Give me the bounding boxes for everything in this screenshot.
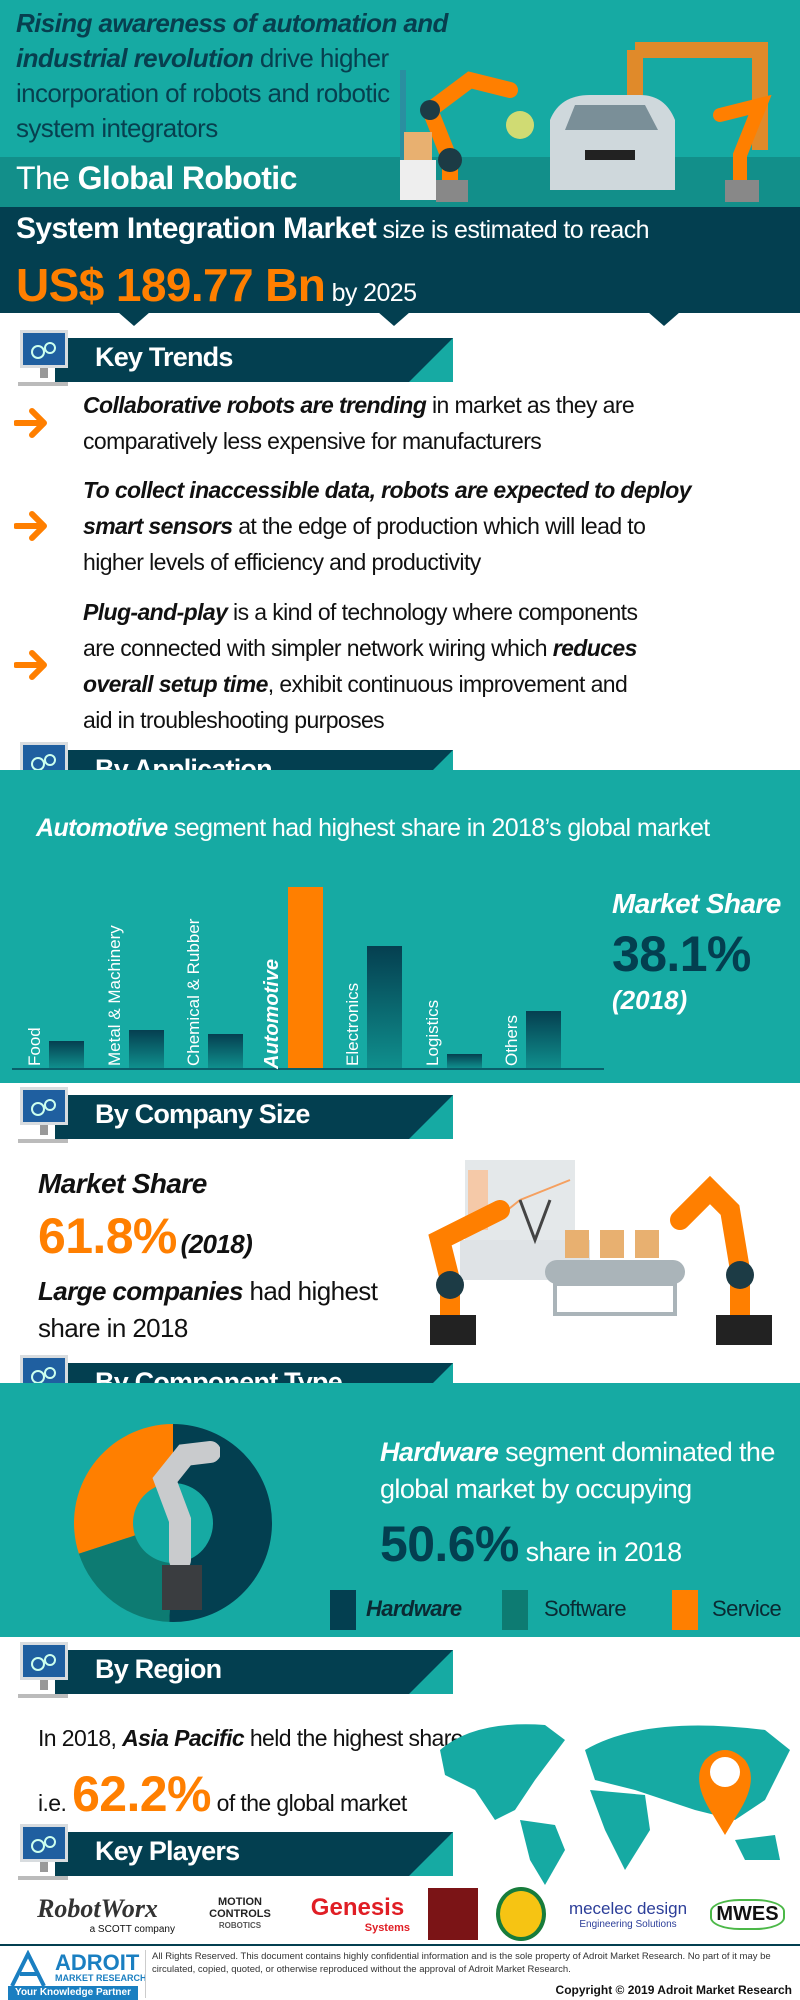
pointer-triangle (118, 312, 150, 326)
section-banner-key-trends: Key Trends (55, 338, 453, 382)
component-share: 50.6% share in 2018 (380, 1516, 682, 1572)
section-banner-by-region: By Region (55, 1650, 453, 1694)
monitor-gear-icon (18, 330, 68, 386)
arrow-right-icon (14, 511, 47, 541)
bar-electronics (367, 946, 402, 1068)
section-banner-by-company-size: By Company Size (55, 1095, 453, 1139)
title-line-1: The Global Robotic (16, 160, 297, 196)
bar-label: Chemical & Rubber (184, 918, 203, 1066)
footer-brand: ADROIT (55, 1950, 140, 1975)
logo-genesis: Genesis Systems (310, 1894, 410, 1934)
title-line-2: System Integration Market size is estima… (16, 212, 650, 245)
intro-line: Rising awareness of automation and (16, 8, 448, 38)
company-share-label: Market Share (38, 1168, 207, 1199)
region-text-line2: i.e. 62.2% of the global market (38, 1766, 407, 1822)
bar-label: Electronics (343, 982, 362, 1066)
logo-motion-controls: MOTION CONTROLS ROBOTICS (209, 1896, 271, 1930)
company-share: 61.8% (2018) (38, 1208, 253, 1264)
bar-label: Food (25, 1027, 44, 1066)
logo-emblem-seal (496, 1887, 546, 1941)
bar-label: Logistics (422, 999, 442, 1066)
company-text: Large companies had highest share in 201… (38, 1276, 378, 1343)
logo-emblem-red (428, 1888, 478, 1940)
bar-automotive (287, 887, 323, 1068)
footer-separator (145, 1950, 146, 1998)
section-title: Key Trends (95, 342, 233, 372)
intro-line: incorporation of robots and robotic (16, 78, 390, 108)
intro-line: industrial revolution drive higher (16, 43, 389, 73)
pointer-triangle (378, 312, 410, 326)
monitor-gear-icon (18, 1642, 68, 1698)
section-title: By Company Size (95, 1099, 310, 1129)
logo-mecelec: mecelec design Engineering Solutions (568, 1898, 688, 1930)
bar-others (526, 1011, 561, 1068)
application-share-label: Market Share (612, 888, 781, 919)
legend-swatch-service (672, 1590, 698, 1630)
region-text-line1: In 2018, Asia Pacific held the highest s… (38, 1725, 464, 1751)
footer-divider (0, 1944, 800, 1946)
bar-chemical-rubber (208, 1033, 243, 1068)
bar-label: Metal & Machinery (104, 925, 124, 1066)
trend-item: Collaborative robots are trending in mar… (83, 392, 635, 454)
section-title: By Region (95, 1654, 222, 1684)
logo-robotworx: RobotWorx a SCOTT company (37, 1893, 175, 1935)
factory-robots-illustration (428, 1160, 772, 1345)
chart-axis (12, 1068, 604, 1070)
monitor-gear-icon (18, 1824, 68, 1880)
bar-logistics (446, 1053, 482, 1068)
header-navy-band (0, 207, 800, 313)
legend-label-software: Software (544, 1596, 627, 1621)
footer-copyright: Copyright © 2019 Adroit Market Research (555, 1983, 792, 1997)
legend-label-service: Service (712, 1596, 782, 1621)
footer-brand-sub: MARKET RESEARCH (55, 1973, 147, 1983)
component-text: Hardware segment dominated the global ma… (380, 1437, 775, 1504)
bar-label: Others (502, 1014, 521, 1066)
bar-metal-machinery (128, 1029, 164, 1068)
section-banner-key-players: Key Players (55, 1832, 453, 1876)
adroit-logo-icon (10, 1950, 46, 1987)
trend-item: To collect inaccessible data, robots are… (83, 477, 692, 575)
robot-arm-illustration (152, 1441, 220, 1610)
legend-swatch-software (502, 1590, 528, 1630)
pointer-triangle (648, 312, 680, 326)
arrow-right-icon (14, 408, 47, 438)
footer-disclaimer: All Rights Reserved. This document conta… (152, 1951, 771, 1975)
application-headline: Automotive segment had highest share in … (36, 814, 710, 842)
bar-label: Automotive (260, 959, 283, 1069)
legend-label-hardware: Hardware (366, 1596, 462, 1621)
bar-food (49, 1040, 84, 1068)
world-map-illustration (440, 1724, 790, 1885)
monitor-gear-icon (18, 1087, 68, 1143)
trend-item: Plug-and-play is a kind of technology wh… (83, 599, 638, 733)
application-share-value: 38.1% (612, 926, 751, 982)
legend-swatch-hardware (330, 1590, 356, 1630)
application-share-year: (2018) (612, 985, 688, 1015)
donut-slice-software (78, 1535, 172, 1622)
section-title: Key Players (95, 1836, 240, 1866)
intro-line: system integrators (16, 113, 218, 143)
footer-tagline: Your Knowledge Partner (8, 1986, 138, 2000)
robot-assembly-illustration (400, 42, 772, 202)
logo-mwes: MWES (705, 1890, 790, 1938)
arrow-right-icon (14, 650, 47, 680)
market-value: US$ 189.77 Bn by 2025 (16, 259, 417, 311)
donut-slice-service (73, 1424, 173, 1554)
